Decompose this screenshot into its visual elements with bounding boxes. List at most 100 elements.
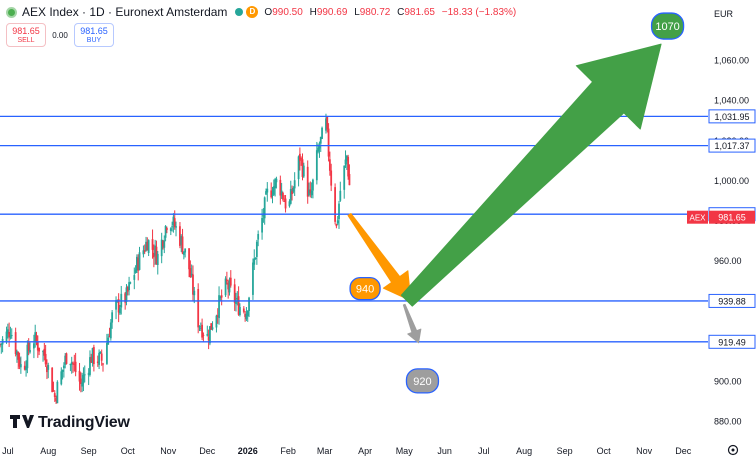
candle	[207, 329, 210, 350]
candle-body	[254, 257, 257, 259]
candle-body	[163, 240, 166, 248]
price-axis-bg	[708, 0, 756, 463]
close-value: 981.65	[404, 6, 435, 18]
candle-body	[47, 365, 50, 370]
currency-label[interactable]: EUR	[714, 9, 734, 19]
candle-body	[129, 282, 132, 284]
candle	[202, 332, 205, 343]
bubble-shape	[405, 368, 440, 394]
candle-body	[197, 289, 200, 328]
candle	[239, 303, 241, 317]
price-tick-label: 1,060.00	[714, 56, 749, 66]
candle-body	[34, 332, 37, 342]
candle	[291, 185, 293, 201]
level-price-box	[708, 293, 756, 308]
projection-bubble-940[interactable]: 940	[349, 277, 381, 301]
candle-body	[228, 280, 231, 293]
candle-body	[279, 179, 282, 196]
candle	[206, 325, 209, 337]
candle	[164, 225, 167, 242]
buy-button[interactable]: 981.65 BUY	[74, 23, 114, 47]
candle-body	[312, 179, 314, 191]
candle-body	[306, 166, 309, 197]
candle-body	[26, 344, 29, 369]
candle-body	[266, 188, 269, 193]
tradingview-logo[interactable]: TradingView	[10, 414, 130, 432]
candle-body	[60, 371, 63, 385]
candle	[163, 235, 166, 254]
candle	[27, 338, 30, 356]
candle-body	[227, 282, 230, 290]
current-price-tag: AEX 981.65	[687, 210, 755, 224]
candle-body	[246, 311, 249, 316]
candle-body	[282, 192, 284, 200]
candle	[326, 115, 329, 133]
price-axis: EUR1,060.001,040.001,020.001,000.00980.0…	[687, 0, 756, 463]
candle	[156, 250, 159, 275]
candle-body	[310, 190, 313, 196]
symbol-title[interactable]: AEX Index · 1D · Euronext Amsterdam	[22, 5, 228, 19]
candle-body	[338, 203, 340, 220]
candle-body	[184, 248, 187, 253]
candle-body	[43, 348, 46, 356]
candle-body	[237, 296, 240, 315]
projection-arrow-920[interactable]	[402, 303, 422, 344]
candle-body	[99, 352, 102, 354]
candle-body	[210, 323, 213, 330]
bubble-shape	[650, 12, 685, 40]
candle-body	[91, 348, 94, 363]
candle	[253, 249, 256, 270]
candle	[74, 352, 77, 377]
candle	[248, 296, 250, 318]
candle	[182, 251, 185, 260]
bubble-shape	[349, 277, 381, 301]
candle	[52, 381, 55, 392]
candle-body	[98, 352, 100, 365]
candle-body	[33, 343, 35, 349]
candle-body	[175, 226, 177, 228]
candle	[107, 333, 110, 345]
candle	[109, 319, 112, 341]
candle-body	[300, 158, 303, 160]
candle-body	[235, 300, 237, 305]
current-price-label: 981.65	[718, 213, 746, 223]
candle-body	[199, 327, 202, 329]
gear-icon[interactable]	[727, 444, 739, 456]
candle	[229, 270, 232, 288]
candle	[154, 239, 157, 265]
symbol-header[interactable]: AEX Index · 1D · Euronext Amsterdam D O9…	[6, 3, 516, 21]
candle-body	[46, 366, 48, 373]
candle-body	[72, 362, 74, 364]
candle	[152, 244, 155, 268]
candle	[315, 141, 318, 185]
candle	[62, 362, 65, 378]
candle-body	[96, 361, 99, 363]
price-tick-label: 1,040.00	[714, 96, 749, 106]
candle-body	[162, 241, 164, 247]
candle	[128, 276, 130, 296]
candle-body	[56, 381, 59, 404]
projection-bubble-1070[interactable]: 1070	[650, 12, 685, 40]
candle-body	[293, 180, 296, 189]
candle-body	[263, 197, 266, 219]
candle-body	[146, 241, 149, 251]
candle-body	[189, 268, 192, 278]
sell-button[interactable]: 981.65 SELL	[6, 23, 46, 47]
candle-body	[201, 324, 203, 338]
candle	[310, 182, 313, 199]
candle	[347, 154, 350, 180]
candle-body	[117, 299, 120, 313]
projection-bubble-920[interactable]: 920	[405, 368, 440, 394]
candle	[33, 334, 35, 359]
candle-body	[347, 156, 350, 177]
candle-body	[169, 228, 172, 231]
candle	[272, 179, 275, 196]
candle	[344, 150, 347, 168]
candle-body	[102, 363, 104, 365]
candle-body	[317, 147, 320, 152]
candle	[189, 260, 192, 278]
change-value: −18.33 (−1.83%)	[441, 6, 517, 18]
projection-arrow-1070[interactable]	[400, 43, 662, 307]
candle	[224, 276, 227, 297]
